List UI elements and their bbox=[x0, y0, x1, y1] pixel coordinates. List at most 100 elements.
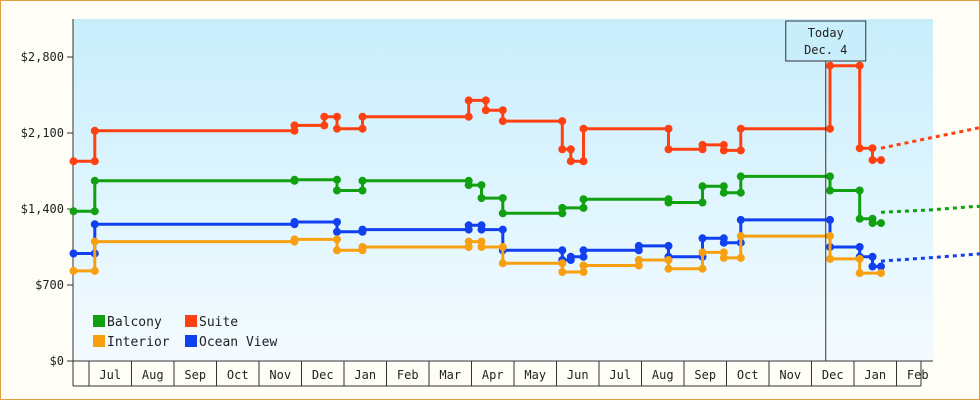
data-point[interactable] bbox=[580, 246, 588, 254]
data-point[interactable] bbox=[320, 113, 328, 121]
data-point[interactable] bbox=[333, 228, 341, 236]
data-point[interactable] bbox=[665, 125, 673, 133]
data-point[interactable] bbox=[826, 216, 834, 224]
data-point[interactable] bbox=[499, 209, 507, 217]
data-point[interactable] bbox=[567, 157, 575, 165]
data-point[interactable] bbox=[291, 176, 299, 184]
data-point[interactable] bbox=[70, 157, 78, 165]
data-point[interactable] bbox=[291, 121, 299, 129]
data-point[interactable] bbox=[869, 156, 877, 164]
data-point[interactable] bbox=[856, 255, 864, 263]
data-point[interactable] bbox=[856, 62, 864, 70]
data-point[interactable] bbox=[91, 220, 99, 228]
data-point[interactable] bbox=[91, 127, 99, 135]
data-point[interactable] bbox=[720, 189, 728, 197]
data-point[interactable] bbox=[70, 250, 78, 258]
data-point[interactable] bbox=[482, 96, 490, 104]
data-point[interactable] bbox=[558, 268, 566, 276]
data-point[interactable] bbox=[478, 194, 486, 202]
data-point[interactable] bbox=[737, 216, 745, 224]
data-point[interactable] bbox=[359, 177, 367, 185]
data-point[interactable] bbox=[567, 145, 575, 153]
data-point[interactable] bbox=[699, 248, 707, 256]
data-point[interactable] bbox=[70, 267, 78, 275]
data-point[interactable] bbox=[856, 187, 864, 195]
data-point[interactable] bbox=[70, 207, 78, 215]
data-point[interactable] bbox=[877, 219, 885, 227]
data-point[interactable] bbox=[826, 125, 834, 133]
data-point[interactable] bbox=[737, 172, 745, 180]
data-point[interactable] bbox=[826, 172, 834, 180]
data-point[interactable] bbox=[558, 246, 566, 254]
data-point[interactable] bbox=[856, 243, 864, 251]
data-point[interactable] bbox=[499, 117, 507, 125]
data-point[interactable] bbox=[333, 235, 341, 243]
data-point[interactable] bbox=[91, 157, 99, 165]
data-point[interactable] bbox=[877, 269, 885, 277]
data-point[interactable] bbox=[665, 256, 673, 264]
data-point[interactable] bbox=[635, 242, 643, 250]
data-point[interactable] bbox=[826, 232, 834, 240]
data-point[interactable] bbox=[665, 242, 673, 250]
data-point[interactable] bbox=[333, 187, 341, 195]
data-point[interactable] bbox=[720, 239, 728, 247]
data-point[interactable] bbox=[499, 226, 507, 234]
data-point[interactable] bbox=[869, 253, 877, 261]
data-point[interactable] bbox=[499, 106, 507, 114]
data-point[interactable] bbox=[465, 238, 473, 246]
data-point[interactable] bbox=[465, 181, 473, 189]
data-point[interactable] bbox=[737, 125, 745, 133]
data-point[interactable] bbox=[558, 204, 566, 212]
data-point[interactable] bbox=[91, 177, 99, 185]
data-point[interactable] bbox=[482, 106, 490, 114]
data-point[interactable] bbox=[320, 121, 328, 129]
data-point[interactable] bbox=[580, 157, 588, 165]
data-point[interactable] bbox=[580, 262, 588, 270]
data-point[interactable] bbox=[567, 253, 575, 261]
data-point[interactable] bbox=[665, 145, 673, 153]
data-point[interactable] bbox=[333, 125, 341, 133]
data-point[interactable] bbox=[665, 265, 673, 273]
data-point[interactable] bbox=[699, 265, 707, 273]
data-point[interactable] bbox=[720, 146, 728, 154]
data-point[interactable] bbox=[580, 195, 588, 203]
data-point[interactable] bbox=[869, 144, 877, 152]
data-point[interactable] bbox=[359, 113, 367, 121]
data-point[interactable] bbox=[856, 215, 864, 223]
data-point[interactable] bbox=[465, 96, 473, 104]
data-point[interactable] bbox=[359, 125, 367, 133]
data-point[interactable] bbox=[359, 243, 367, 251]
data-point[interactable] bbox=[333, 176, 341, 184]
data-point[interactable] bbox=[856, 269, 864, 277]
data-point[interactable] bbox=[499, 259, 507, 267]
data-point[interactable] bbox=[720, 254, 728, 262]
data-point[interactable] bbox=[877, 156, 885, 164]
data-point[interactable] bbox=[91, 267, 99, 275]
data-point[interactable] bbox=[856, 144, 864, 152]
data-point[interactable] bbox=[699, 234, 707, 242]
data-point[interactable] bbox=[465, 221, 473, 229]
data-point[interactable] bbox=[635, 256, 643, 264]
data-point[interactable] bbox=[826, 255, 834, 263]
data-point[interactable] bbox=[478, 181, 486, 189]
data-point[interactable] bbox=[737, 189, 745, 197]
data-point[interactable] bbox=[699, 199, 707, 207]
data-point[interactable] bbox=[499, 243, 507, 251]
data-point[interactable] bbox=[291, 218, 299, 226]
data-point[interactable] bbox=[737, 254, 745, 262]
data-point[interactable] bbox=[91, 207, 99, 215]
data-point[interactable] bbox=[869, 263, 877, 271]
data-point[interactable] bbox=[580, 125, 588, 133]
data-point[interactable] bbox=[478, 226, 486, 234]
data-point[interactable] bbox=[359, 226, 367, 234]
data-point[interactable] bbox=[665, 199, 673, 207]
data-point[interactable] bbox=[333, 246, 341, 254]
data-point[interactable] bbox=[91, 238, 99, 246]
data-point[interactable] bbox=[291, 235, 299, 243]
data-point[interactable] bbox=[359, 187, 367, 195]
data-point[interactable] bbox=[478, 243, 486, 251]
data-point[interactable] bbox=[499, 194, 507, 202]
data-point[interactable] bbox=[558, 145, 566, 153]
data-point[interactable] bbox=[333, 218, 341, 226]
data-point[interactable] bbox=[826, 187, 834, 195]
